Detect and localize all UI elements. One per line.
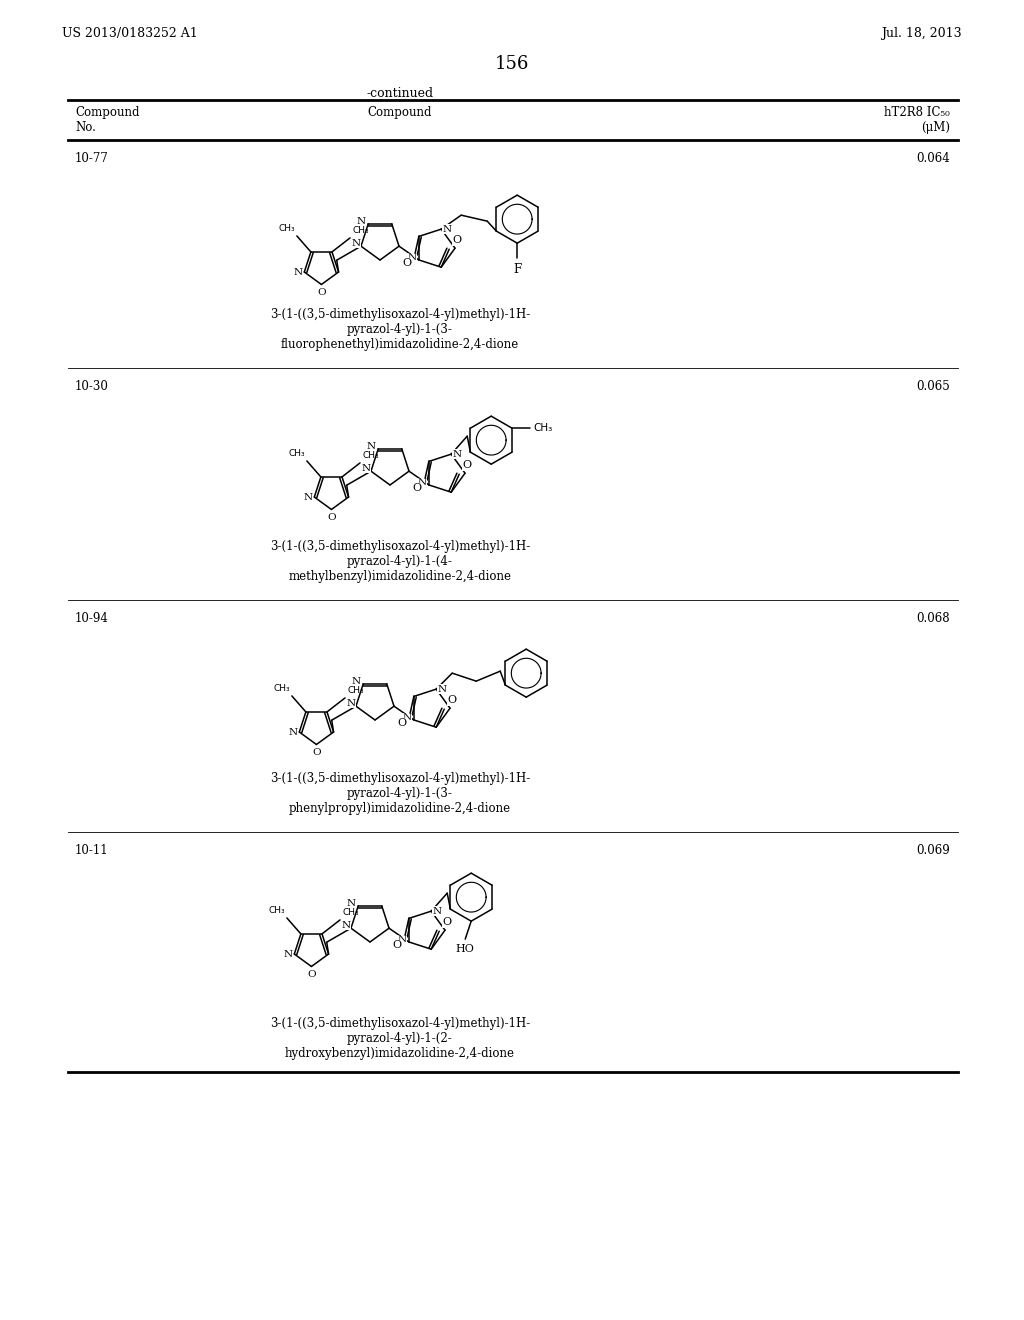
Text: O: O xyxy=(317,289,326,297)
Text: CH₃: CH₃ xyxy=(532,424,552,433)
Text: N: N xyxy=(284,949,293,958)
Text: N: N xyxy=(346,698,355,708)
Text: O: O xyxy=(462,461,471,470)
Text: O: O xyxy=(393,940,401,950)
Text: 3-(1-((3,5-dimethylisoxazol-4-yl)methyl)-1H-: 3-(1-((3,5-dimethylisoxazol-4-yl)methyl)… xyxy=(270,308,530,321)
Text: -continued: -continued xyxy=(367,87,433,100)
Text: N: N xyxy=(397,936,407,944)
Text: pyrazol-4-yl)-1-(2-: pyrazol-4-yl)-1-(2- xyxy=(347,1032,453,1045)
Text: methylbenzyl)imidazolidine-2,4-dione: methylbenzyl)imidazolidine-2,4-dione xyxy=(289,570,512,583)
Text: 0.064: 0.064 xyxy=(916,152,950,165)
Text: CH₃: CH₃ xyxy=(347,686,364,694)
Text: hT2R8 IC₅₀
(μM): hT2R8 IC₅₀ (μM) xyxy=(885,106,950,135)
Text: 0.065: 0.065 xyxy=(916,380,950,393)
Text: 3-(1-((3,5-dimethylisoxazol-4-yl)methyl)-1H-: 3-(1-((3,5-dimethylisoxazol-4-yl)methyl)… xyxy=(270,772,530,785)
Text: F: F xyxy=(513,263,521,276)
Text: O: O xyxy=(397,718,407,729)
Text: 10-30: 10-30 xyxy=(75,380,109,393)
Text: N: N xyxy=(408,253,417,263)
Text: fluorophenethyl)imidazolidine-2,4-dione: fluorophenethyl)imidazolidine-2,4-dione xyxy=(281,338,519,351)
Text: N: N xyxy=(442,224,452,234)
Text: CH₃: CH₃ xyxy=(362,451,379,459)
Text: O: O xyxy=(453,235,462,246)
Text: O: O xyxy=(307,970,315,979)
Text: N: N xyxy=(402,713,412,722)
Text: pyrazol-4-yl)-1-(4-: pyrazol-4-yl)-1-(4- xyxy=(347,554,453,568)
Text: Jul. 18, 2013: Jul. 18, 2013 xyxy=(882,26,962,40)
Text: N: N xyxy=(294,268,303,277)
Text: pyrazol-4-yl)-1-(3-: pyrazol-4-yl)-1-(3- xyxy=(347,787,453,800)
Text: US 2013/0183252 A1: US 2013/0183252 A1 xyxy=(62,26,198,40)
Text: O: O xyxy=(413,483,422,494)
Text: CH₃: CH₃ xyxy=(268,906,285,915)
Text: CH₃: CH₃ xyxy=(342,908,358,917)
Text: N: N xyxy=(351,239,360,248)
Text: pyrazol-4-yl)-1-(3-: pyrazol-4-yl)-1-(3- xyxy=(347,323,453,337)
Text: 10-94: 10-94 xyxy=(75,612,109,624)
Text: N: N xyxy=(361,463,371,473)
Text: N: N xyxy=(304,492,313,502)
Text: N: N xyxy=(341,920,350,929)
Text: N: N xyxy=(417,478,426,487)
Text: O: O xyxy=(402,259,412,268)
Text: N: N xyxy=(453,450,462,458)
Text: phenylpropyl)imidazolidine-2,4-dione: phenylpropyl)imidazolidine-2,4-dione xyxy=(289,803,511,814)
Text: N: N xyxy=(351,677,360,686)
Text: CH₃: CH₃ xyxy=(288,449,305,458)
Text: CH₃: CH₃ xyxy=(273,684,290,693)
Text: 10-11: 10-11 xyxy=(75,843,109,857)
Text: N: N xyxy=(367,442,376,451)
Text: O: O xyxy=(327,513,336,523)
Text: HO: HO xyxy=(456,944,475,954)
Text: Compound
No.: Compound No. xyxy=(75,106,139,135)
Text: N: N xyxy=(289,727,298,737)
Text: CH₃: CH₃ xyxy=(279,224,295,232)
Text: O: O xyxy=(447,696,457,705)
Text: O: O xyxy=(312,748,321,758)
Text: 10-77: 10-77 xyxy=(75,152,109,165)
Text: N: N xyxy=(356,218,366,226)
Text: Compound: Compound xyxy=(368,106,432,119)
Text: 156: 156 xyxy=(495,55,529,73)
Text: 3-(1-((3,5-dimethylisoxazol-4-yl)methyl)-1H-: 3-(1-((3,5-dimethylisoxazol-4-yl)methyl)… xyxy=(270,1016,530,1030)
Text: 0.069: 0.069 xyxy=(916,843,950,857)
Text: N: N xyxy=(437,685,446,693)
Text: O: O xyxy=(442,917,452,927)
Text: hydroxybenzyl)imidazolidine-2,4-dione: hydroxybenzyl)imidazolidine-2,4-dione xyxy=(285,1047,515,1060)
Text: N: N xyxy=(347,899,355,908)
Text: 0.068: 0.068 xyxy=(916,612,950,624)
Text: CH₃: CH₃ xyxy=(352,226,369,235)
Text: N: N xyxy=(432,907,441,916)
Text: 3-(1-((3,5-dimethylisoxazol-4-yl)methyl)-1H-: 3-(1-((3,5-dimethylisoxazol-4-yl)methyl)… xyxy=(270,540,530,553)
